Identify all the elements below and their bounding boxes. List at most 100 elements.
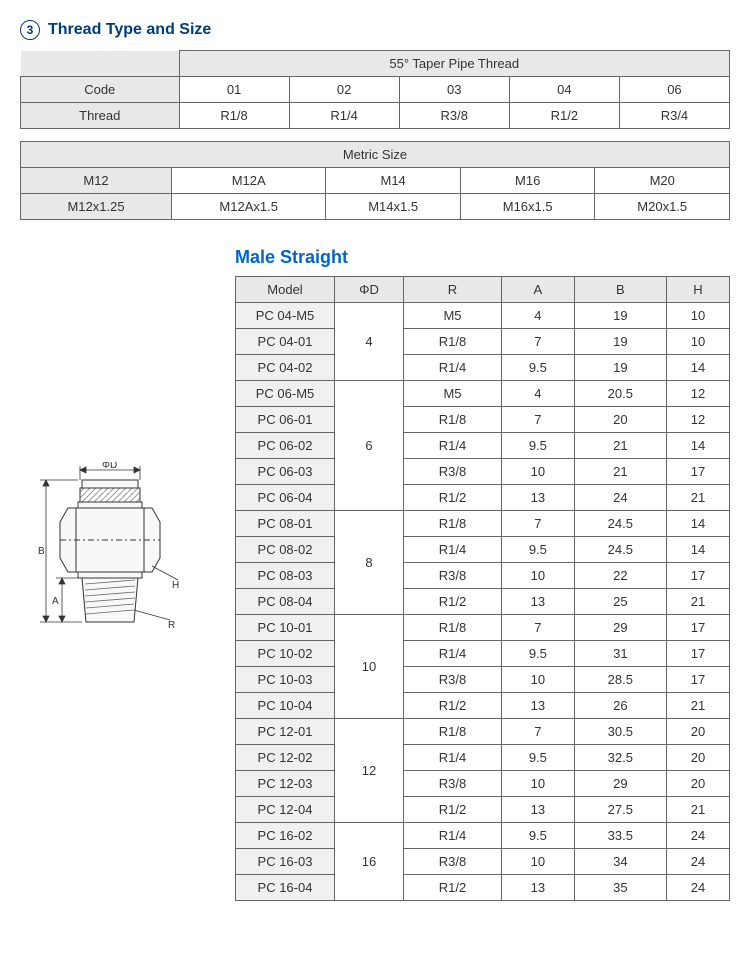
table-cell: R1/2 bbox=[404, 693, 502, 719]
section-number: 3 bbox=[20, 20, 40, 40]
dim-phid: ΦD bbox=[102, 462, 117, 471]
model-cell: PC 08-02 bbox=[236, 537, 335, 563]
col-header: Model bbox=[236, 277, 335, 303]
d-cell: 6 bbox=[335, 381, 404, 511]
product-title: Male Straight bbox=[235, 247, 730, 268]
table-cell: 9.5 bbox=[501, 537, 574, 563]
section-title-text: Thread Type and Size bbox=[48, 21, 211, 39]
model-cell: PC 08-04 bbox=[236, 589, 335, 615]
table-cell: 17 bbox=[666, 459, 729, 485]
table-cell: M20 bbox=[595, 168, 730, 194]
table-cell: R3/4 bbox=[619, 103, 729, 129]
table-cell: 10 bbox=[501, 459, 574, 485]
model-cell: PC 12-02 bbox=[236, 745, 335, 771]
table-cell: 04 bbox=[509, 77, 619, 103]
d-cell: 8 bbox=[335, 511, 404, 615]
taper-thread-table: 55° Taper Pipe Thread Code 01 02 03 04 0… bbox=[20, 50, 730, 129]
model-cell: PC 06-M5 bbox=[236, 381, 335, 407]
table-cell: R1/4 bbox=[404, 537, 502, 563]
table-cell: 13 bbox=[501, 797, 574, 823]
model-cell: PC 04-M5 bbox=[236, 303, 335, 329]
table-cell: 21 bbox=[574, 459, 666, 485]
table-cell: 24.5 bbox=[574, 537, 666, 563]
table-cell: R1/8 bbox=[179, 103, 289, 129]
table-cell: R1/8 bbox=[404, 719, 502, 745]
table-cell: R1/8 bbox=[404, 407, 502, 433]
table-cell: M14 bbox=[326, 168, 461, 194]
table-cell: M12A bbox=[172, 168, 326, 194]
table-cell: M12Ax1.5 bbox=[172, 194, 326, 220]
table-cell: 21 bbox=[666, 589, 729, 615]
fitting-diagram: ΦD B A H bbox=[20, 462, 200, 652]
dim-b: B bbox=[38, 546, 45, 557]
col-header: B bbox=[574, 277, 666, 303]
table-cell: 24.5 bbox=[574, 511, 666, 537]
table-cell: R3/8 bbox=[399, 103, 509, 129]
model-cell: PC 06-02 bbox=[236, 433, 335, 459]
spec-table: ModelΦDRABH PC 04-M54M541910PC 04-01R1/8… bbox=[235, 276, 730, 901]
table-cell: 7 bbox=[501, 511, 574, 537]
table-cell: 24 bbox=[574, 485, 666, 511]
table-cell: 19 bbox=[574, 355, 666, 381]
table-cell: 20 bbox=[666, 745, 729, 771]
model-cell: PC 10-03 bbox=[236, 667, 335, 693]
table-cell: R1/8 bbox=[404, 329, 502, 355]
table-cell: 24 bbox=[666, 823, 729, 849]
metric-size-table: Metric Size M12 M12A M14 M16 M20 M12x1.2… bbox=[20, 141, 730, 220]
table-cell: 17 bbox=[666, 615, 729, 641]
model-cell: PC 12-01 bbox=[236, 719, 335, 745]
table-cell: 33.5 bbox=[574, 823, 666, 849]
table-cell: R1/4 bbox=[404, 745, 502, 771]
table-cell: 02 bbox=[289, 77, 399, 103]
table-cell: 30.5 bbox=[574, 719, 666, 745]
table-cell: 20.5 bbox=[574, 381, 666, 407]
dim-a: A bbox=[52, 596, 59, 607]
table-cell: 9.5 bbox=[501, 641, 574, 667]
model-cell: PC 08-01 bbox=[236, 511, 335, 537]
model-cell: PC 10-04 bbox=[236, 693, 335, 719]
table-cell: 20 bbox=[574, 407, 666, 433]
table-cell: 25 bbox=[574, 589, 666, 615]
table-cell: R3/8 bbox=[404, 667, 502, 693]
table-cell: R1/4 bbox=[404, 355, 502, 381]
table-cell: 22 bbox=[574, 563, 666, 589]
table-cell: 7 bbox=[501, 719, 574, 745]
table-cell: 17 bbox=[666, 563, 729, 589]
table-cell: 13 bbox=[501, 875, 574, 901]
table-cell: 4 bbox=[501, 303, 574, 329]
table-cell: 13 bbox=[501, 693, 574, 719]
table-cell: 4 bbox=[501, 381, 574, 407]
table-cell: 32.5 bbox=[574, 745, 666, 771]
section-title: 3 Thread Type and Size bbox=[20, 20, 730, 40]
table-cell: 19 bbox=[574, 303, 666, 329]
table-cell: 13 bbox=[501, 485, 574, 511]
table-cell: 01 bbox=[179, 77, 289, 103]
table-cell: M5 bbox=[404, 303, 502, 329]
table-cell: R1/2 bbox=[404, 589, 502, 615]
model-cell: PC 08-03 bbox=[236, 563, 335, 589]
table-cell: R3/8 bbox=[404, 459, 502, 485]
col-header: A bbox=[501, 277, 574, 303]
table-cell: 10 bbox=[666, 303, 729, 329]
table-cell: M14x1.5 bbox=[326, 194, 461, 220]
table-cell: M12x1.25 bbox=[21, 194, 172, 220]
table-cell: R1/8 bbox=[404, 511, 502, 537]
taper-row-label: Thread bbox=[21, 103, 180, 129]
table-cell: 14 bbox=[666, 355, 729, 381]
table-cell: 29 bbox=[574, 615, 666, 641]
model-cell: PC 06-01 bbox=[236, 407, 335, 433]
table-cell: R3/8 bbox=[404, 849, 502, 875]
table-cell: M16x1.5 bbox=[460, 194, 595, 220]
table-cell: 24 bbox=[666, 849, 729, 875]
table-cell: 26 bbox=[574, 693, 666, 719]
table-cell: 27.5 bbox=[574, 797, 666, 823]
table-cell: 9.5 bbox=[501, 355, 574, 381]
table-cell: 10 bbox=[501, 563, 574, 589]
d-cell: 16 bbox=[335, 823, 404, 901]
table-cell: 28.5 bbox=[574, 667, 666, 693]
table-cell: 13 bbox=[501, 589, 574, 615]
table-cell: 12 bbox=[666, 381, 729, 407]
table-cell: 10 bbox=[501, 667, 574, 693]
table-cell: 21 bbox=[574, 433, 666, 459]
table-cell: 14 bbox=[666, 511, 729, 537]
